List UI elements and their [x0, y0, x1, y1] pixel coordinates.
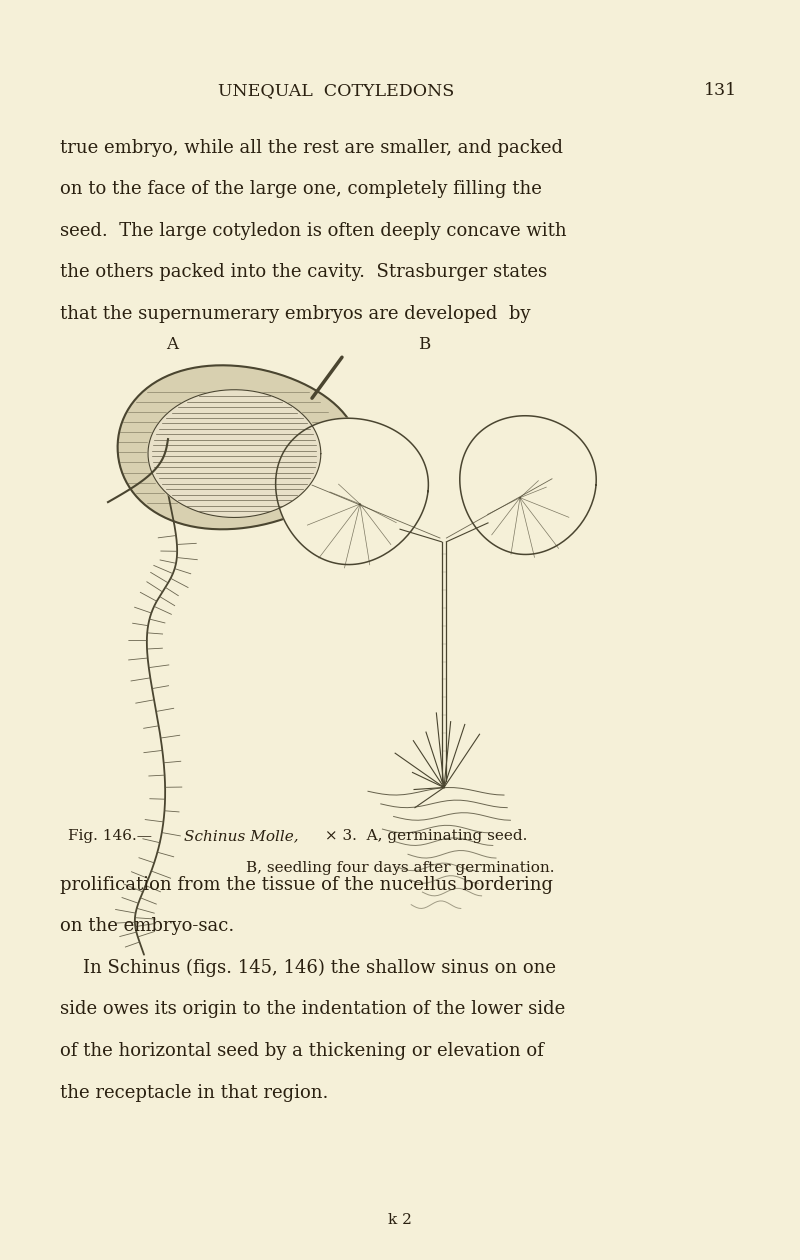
Text: the others packed into the cavity.  Strasburger states: the others packed into the cavity. Stras… [60, 263, 547, 281]
Text: × 3.  A, germinating seed.: × 3. A, germinating seed. [320, 829, 527, 843]
Text: Fig. 146.—: Fig. 146.— [68, 829, 152, 843]
Polygon shape [148, 389, 321, 518]
Polygon shape [460, 416, 596, 554]
Text: prolification from the tissue of the nucellus bordering: prolification from the tissue of the nuc… [60, 876, 553, 893]
Text: B: B [418, 336, 430, 353]
Text: UNEQUAL  COTYLEDONS: UNEQUAL COTYLEDONS [218, 82, 454, 98]
Text: of the horizontal seed by a thickening or elevation of: of the horizontal seed by a thickening o… [60, 1042, 544, 1060]
Text: k 2: k 2 [388, 1213, 412, 1227]
Text: the receptacle in that region.: the receptacle in that region. [60, 1084, 328, 1101]
Text: on to the face of the large one, completely filling the: on to the face of the large one, complet… [60, 180, 542, 198]
Text: true embryo, while all the rest are smaller, and packed: true embryo, while all the rest are smal… [60, 139, 563, 156]
Polygon shape [118, 365, 358, 529]
Text: that the supernumerary embryos are developed  by: that the supernumerary embryos are devel… [60, 305, 530, 323]
Text: seed.  The large cotyledon is often deeply concave with: seed. The large cotyledon is often deepl… [60, 222, 566, 239]
Text: In Schinus (figs. 145, 146) the shallow sinus on one: In Schinus (figs. 145, 146) the shallow … [60, 959, 556, 976]
Text: 131: 131 [704, 82, 737, 98]
Text: B, seedling four days after germination.: B, seedling four days after germination. [246, 861, 554, 874]
Text: A: A [166, 336, 178, 353]
Text: on the embryo-sac.: on the embryo-sac. [60, 917, 234, 935]
Polygon shape [276, 418, 428, 564]
Text: Schinus Molle,: Schinus Molle, [184, 829, 298, 843]
Text: side owes its origin to the indentation of the lower side: side owes its origin to the indentation … [60, 1000, 566, 1018]
